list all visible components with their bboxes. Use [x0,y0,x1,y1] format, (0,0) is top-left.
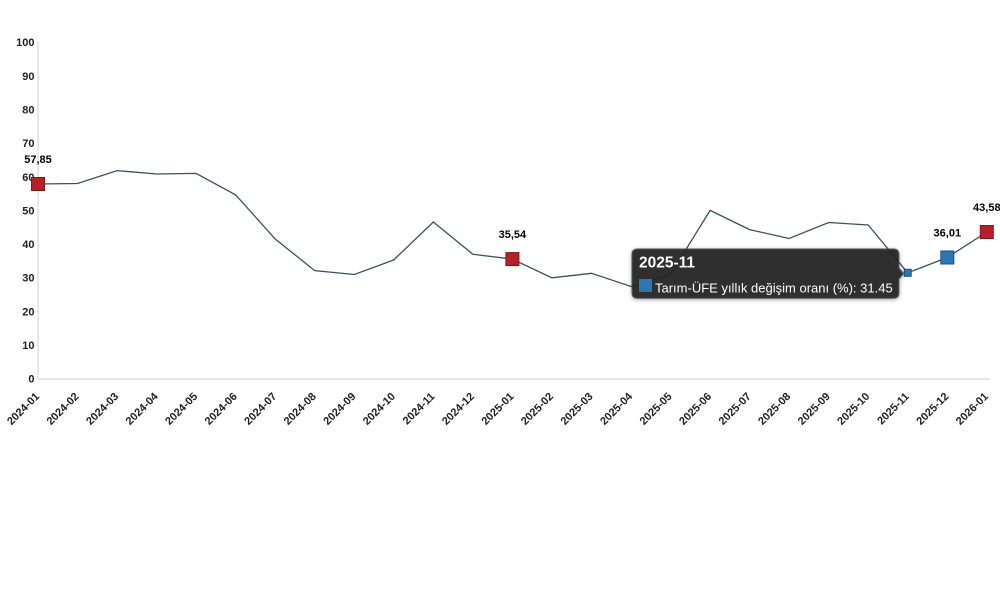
svg-text:35,54: 35,54 [499,229,527,241]
svg-text:10: 10 [22,340,34,352]
svg-text:100: 100 [16,37,34,49]
svg-text:50: 50 [22,205,34,217]
svg-text:20: 20 [22,306,34,318]
svg-text:57,85: 57,85 [24,154,52,166]
svg-text:36,01: 36,01 [934,228,962,240]
svg-text:90: 90 [22,71,34,83]
svg-text:70: 70 [22,138,34,150]
svg-text:0: 0 [28,374,34,386]
svg-text:40: 40 [22,239,34,251]
svg-text:30: 30 [22,273,34,285]
svg-text:80: 80 [22,105,34,117]
svg-text:2025-11: 2025-11 [639,255,695,272]
svg-text:43,58: 43,58 [973,202,1000,214]
svg-text:Tarım-ÜFE yıllık değişim oranı: Tarım-ÜFE yıllık değişim oranı (%): 31.4… [655,281,893,296]
